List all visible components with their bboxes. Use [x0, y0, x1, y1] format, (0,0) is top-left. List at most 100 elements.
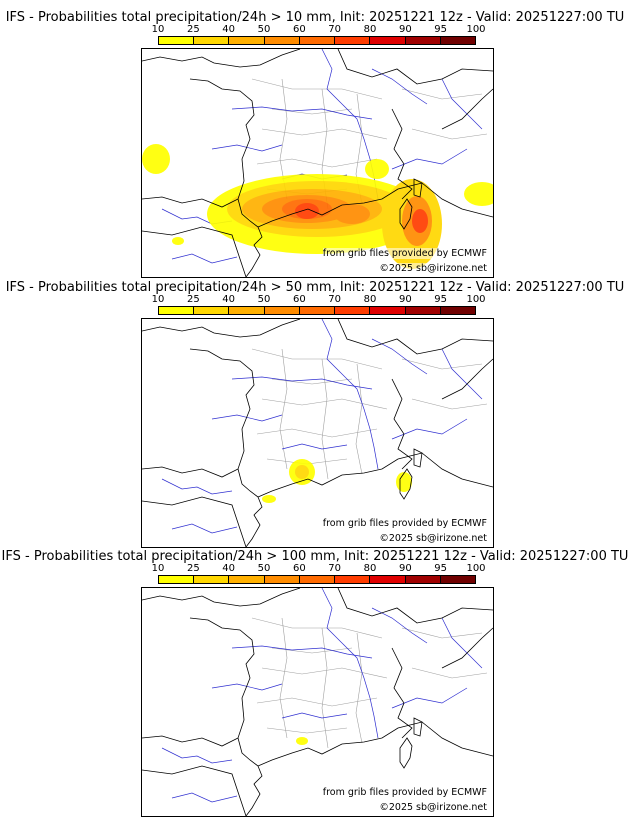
coastline	[142, 466, 239, 478]
colorbar-swatch	[405, 576, 441, 583]
colorbar-tick-label: 60	[292, 294, 306, 305]
panel-title: IFS - Probabilities total precipitation/…	[5, 10, 625, 25]
colorbar-swatch	[159, 37, 195, 44]
colorbar-swatch	[299, 37, 336, 44]
region-border	[355, 632, 363, 744]
copyright-note: ©2025 sb@irizone.net	[379, 263, 487, 274]
colorbar-swatch	[194, 307, 230, 314]
source-note: from grib files provided by ECMWF	[322, 518, 487, 529]
river	[281, 443, 348, 450]
colorbar-swatch	[229, 576, 265, 583]
colorbar-tick-label: 90	[398, 294, 412, 305]
map-panel-10mm: IFS - Probabilities total precipitation/…	[0, 10, 630, 278]
colorbar-tick-label: 25	[186, 563, 200, 574]
coastline	[399, 198, 413, 230]
coastline	[441, 88, 493, 130]
colorbar-swatch	[405, 37, 441, 44]
colorbar-tick-label: 40	[222, 24, 236, 35]
river	[231, 645, 373, 659]
colorbar-tick-label: 60	[292, 563, 306, 574]
coastline	[257, 721, 493, 767]
region-border	[279, 617, 288, 739]
colorbar-swatch	[335, 37, 371, 44]
colorbar-tick-label: 40	[222, 563, 236, 574]
colorbar-tick-label: 80	[363, 24, 377, 35]
coastline	[142, 49, 301, 68]
river	[231, 106, 373, 120]
rain-probability-layer	[262, 459, 412, 503]
colorbar-swatch	[194, 576, 230, 583]
river	[171, 523, 238, 534]
river	[321, 588, 379, 739]
coastline	[189, 617, 259, 767]
river	[171, 792, 238, 803]
coastline	[257, 452, 493, 498]
colorbar-tick-label: 100	[466, 294, 486, 305]
river	[391, 148, 468, 170]
region-border	[256, 158, 378, 168]
rain-area	[295, 465, 309, 479]
coastline	[142, 735, 239, 747]
map-svg	[142, 49, 493, 277]
region-border	[256, 428, 378, 438]
river	[231, 376, 373, 390]
colorbar-tick-label: 100	[466, 24, 486, 35]
river	[441, 348, 483, 400]
river	[211, 683, 283, 691]
river	[441, 617, 483, 669]
colorbar-tick-label: 70	[328, 563, 342, 574]
rain-area	[295, 203, 319, 219]
coastline	[413, 448, 423, 468]
rain-area	[412, 209, 428, 233]
rain-probability-layer	[296, 737, 308, 745]
colorbar-tick-label: 10	[151, 24, 165, 35]
coastline	[142, 496, 247, 547]
coastline	[399, 737, 413, 769]
coastline	[391, 378, 413, 470]
coastline	[441, 627, 493, 669]
region-border	[355, 363, 363, 475]
region-border	[256, 697, 378, 707]
river	[281, 712, 348, 719]
coastline	[413, 178, 423, 198]
colorbar-swatch	[335, 576, 371, 583]
coastline	[337, 588, 493, 624]
colorbar-swatch	[299, 307, 336, 314]
colorbar-tick-label: 90	[398, 563, 412, 574]
colorbar-tick-label: 95	[434, 24, 448, 35]
colorbar-tick-label: 80	[363, 563, 377, 574]
colorbar-swatch	[370, 576, 406, 583]
colorbar	[158, 306, 476, 315]
rain-area	[296, 737, 308, 745]
river	[161, 747, 233, 764]
region-border	[261, 398, 388, 410]
coastline	[391, 108, 413, 200]
colorbar-tick-label: 25	[186, 24, 200, 35]
map-panel-50mm: IFS - Probabilities total precipitation/…	[0, 280, 630, 548]
coastline	[142, 765, 247, 816]
region-border	[321, 627, 329, 749]
source-note: from grib files provided by ECMWF	[322, 248, 487, 259]
coastline	[441, 358, 493, 400]
colorbar-swatch	[440, 576, 475, 583]
colorbar-tick-label: 100	[466, 563, 486, 574]
region-border	[271, 108, 353, 115]
colorbar-tick-label: 70	[328, 294, 342, 305]
colorbar-tick-label: 50	[257, 563, 271, 574]
panel-title: IFS - Probabilities total precipitation/…	[1, 549, 629, 564]
coastline	[142, 319, 301, 338]
region-border	[401, 627, 483, 639]
coastline	[189, 348, 259, 498]
coastline	[245, 496, 263, 547]
river	[161, 478, 233, 495]
coastline	[245, 765, 263, 816]
colorbar-tick-label: 60	[292, 24, 306, 35]
colorbar-tick-label: 40	[222, 294, 236, 305]
map-area: from grib files provided by ECMWF ©2025 …	[141, 48, 494, 278]
colorbar-tick-label: 10	[151, 294, 165, 305]
coastline	[413, 717, 423, 737]
map-panel-100mm: IFS - Probabilities total precipitation/…	[0, 549, 630, 817]
colorbar	[158, 36, 476, 45]
colorbar-swatch	[229, 37, 265, 44]
coastline	[257, 182, 493, 228]
